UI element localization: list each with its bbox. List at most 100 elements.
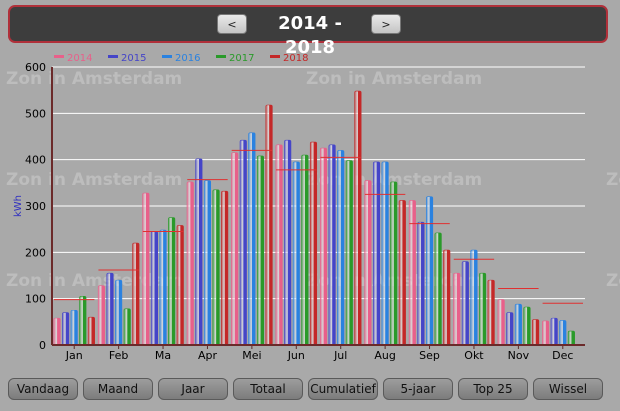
data-bar (487, 279, 495, 346)
legend-label: 2017 (229, 53, 254, 64)
next-period-button[interactable]: > (371, 14, 401, 34)
data-bar (212, 189, 220, 346)
data-bar (150, 231, 158, 346)
total-button[interactable]: Totaal (233, 378, 303, 400)
data-bar (231, 152, 239, 346)
y-tick-label: 400 (25, 154, 46, 167)
data-bar (159, 229, 167, 346)
x-tick-label: Jun (287, 349, 305, 362)
watermark-text: Zon in Amsterdam (606, 271, 620, 291)
watermark-text: Zon in Amsterdam (6, 170, 182, 190)
legend-label: 2016 (175, 53, 200, 64)
legend-label: 2018 (283, 53, 308, 64)
data-bar (70, 309, 78, 346)
data-bar (354, 90, 362, 346)
x-tick-label: Apr (198, 349, 218, 362)
data-bar (381, 161, 389, 346)
data-bar (142, 192, 150, 346)
month-button[interactable]: Maand (83, 378, 153, 400)
year-button[interactable]: Jaar (158, 378, 228, 400)
data-bar (97, 285, 105, 346)
data-bar (470, 249, 478, 346)
data-bar (532, 319, 540, 346)
data-bar (453, 272, 461, 346)
data-bar (559, 320, 567, 346)
y-tick-label: 200 (25, 246, 46, 259)
data-bar (550, 317, 558, 346)
data-bar (309, 141, 318, 346)
data-bar (62, 312, 70, 346)
legend-label: 2014 (67, 53, 92, 64)
x-tick-label: Dec (552, 349, 573, 362)
data-bar (292, 161, 300, 346)
x-tick-label: Jan (65, 349, 83, 362)
legend-swatch (108, 55, 118, 58)
switch-button[interactable]: Wissel (533, 378, 603, 400)
data-bar (398, 200, 406, 346)
y-tick-label: 500 (25, 107, 46, 120)
top-25-button[interactable]: Top 25 (458, 378, 528, 400)
x-tick-label: Sep (419, 349, 440, 362)
data-bar (115, 279, 123, 346)
data-bar (345, 160, 353, 346)
data-bar (506, 312, 514, 346)
x-tick-label: Okt (464, 349, 484, 362)
legend-swatch (216, 55, 226, 58)
monthly-energy-chart: Zon in Amsterdam Zon in Amsterdam Zon in A… (6, 53, 620, 362)
data-bar (79, 296, 87, 346)
legend-swatch (54, 55, 64, 58)
data-bar (567, 330, 575, 346)
data-bar (256, 155, 265, 346)
legend-label: 2015 (121, 53, 146, 64)
data-bar (319, 147, 328, 346)
data-bar (497, 299, 505, 346)
x-tick-label: Ma (155, 349, 171, 362)
data-bar (337, 150, 345, 346)
data-bar (284, 139, 292, 346)
x-tick-label: Mei (242, 349, 261, 362)
data-bar (417, 221, 425, 346)
x-tick-label: Aug (374, 349, 395, 362)
x-tick-label: Feb (109, 349, 128, 362)
y-tick-label: 0 (39, 339, 46, 352)
data-bar (106, 272, 114, 346)
data-bar (461, 261, 469, 346)
cumulative-button[interactable]: Cumulatief (308, 378, 378, 400)
watermark-text: Zon in Amsterdam (6, 69, 182, 89)
y-tick-label: 300 (25, 200, 46, 213)
legend-swatch (162, 55, 172, 58)
data-bar (301, 154, 309, 346)
data-bar (87, 316, 95, 346)
data-bar (408, 200, 416, 346)
data-bar (390, 181, 398, 346)
x-tick-label: Nov (508, 349, 530, 362)
y-axis-label: kWh (13, 195, 24, 217)
data-bar (265, 104, 273, 346)
x-tick-label: Jul (333, 349, 347, 362)
data-bar (132, 242, 140, 346)
data-bar (168, 217, 176, 346)
y-tick-label: 100 (25, 293, 46, 306)
data-bar (248, 132, 256, 346)
data-bar (425, 196, 434, 346)
data-bar (221, 190, 229, 346)
header-bar: < 2014 - 2018 > (8, 5, 608, 58)
data-bar (176, 225, 184, 346)
data-bar (514, 303, 522, 346)
today-button[interactable]: Vandaag (8, 378, 78, 400)
data-bar (275, 144, 283, 346)
legend-swatch (270, 55, 280, 58)
y-tick-label: 600 (25, 61, 46, 74)
previous-period-button[interactable]: < (217, 14, 247, 34)
data-bar (53, 317, 61, 346)
five-year-button[interactable]: 5-jaar (383, 378, 453, 400)
data-bar (203, 180, 212, 346)
data-bar (434, 232, 442, 346)
data-bar (195, 158, 203, 346)
data-bar (542, 320, 550, 346)
data-bar (328, 144, 336, 346)
period-title: 2014 - 2018 (278, 13, 342, 58)
watermark-text: Zon in Amsterdam (606, 170, 620, 190)
data-bar (523, 306, 531, 346)
data-bar (186, 181, 194, 346)
